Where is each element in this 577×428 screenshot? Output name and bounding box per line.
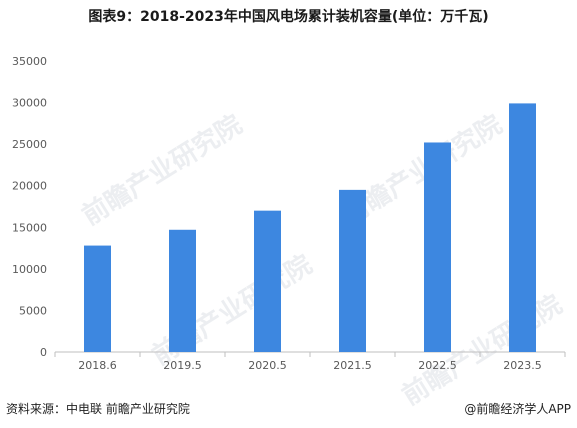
x-tick-label: 2021.5: [333, 359, 372, 372]
bar-chart: 0 5000 10000 15000 20000 25000 30000 35000 2018.…: [12, 55, 566, 372]
brand-credit: @前瞻经济学人APP: [464, 402, 571, 416]
x-tick-label: 2023.5: [503, 359, 542, 372]
x-tick-label: 2020.5: [248, 359, 287, 372]
bar: [509, 103, 536, 352]
y-tick-label: 15000: [12, 221, 47, 234]
y-tick-label: 35000: [12, 55, 47, 68]
footer: 资料来源：中电联 前瞻产业研究院 @前瞻经济学人APP: [6, 400, 571, 420]
source-note: 资料来源：中电联 前瞻产业研究院: [6, 402, 190, 416]
bar: [84, 245, 111, 352]
y-tick-label: 30000: [12, 97, 47, 110]
chart-title: 图表9：2018-2023年中国风电场累计装机容量(单位：万千瓦): [88, 9, 489, 25]
y-tick-label: 5000: [19, 304, 47, 317]
x-tick-label: 2022.5: [418, 359, 457, 372]
x-tick-label: 2018.6: [78, 359, 117, 372]
bar: [169, 229, 196, 352]
y-tick-label: 10000: [12, 263, 47, 276]
x-tick-label: 2019.5: [163, 359, 202, 372]
bar: [339, 189, 366, 352]
y-tick-label: 20000: [12, 180, 47, 193]
y-tick-label: 25000: [12, 138, 47, 151]
bar: [424, 142, 451, 352]
bar: [254, 210, 281, 352]
y-tick-label: 0: [40, 346, 47, 359]
